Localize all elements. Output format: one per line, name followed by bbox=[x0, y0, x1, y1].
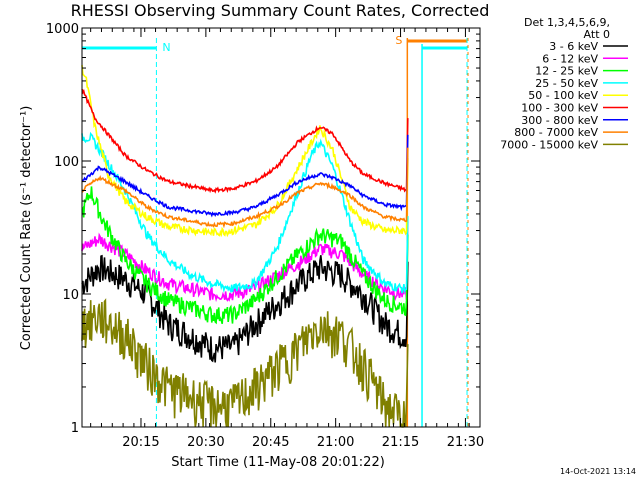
legend-label-5: 50 - 100 keV bbox=[528, 89, 598, 102]
plot-frame bbox=[81, 27, 481, 428]
saa-label: S bbox=[395, 34, 402, 47]
x-axis-label: Start Time (11-May-08 20:01:22) bbox=[171, 455, 385, 470]
x-tick-label: 20:30 bbox=[187, 435, 224, 450]
legend-label-9: 7000 - 15000 keV bbox=[500, 138, 598, 151]
legend-label-1: 3 - 6 keV bbox=[549, 40, 598, 53]
legend-label-6: 100 - 300 keV bbox=[521, 102, 598, 115]
y-tick-label: 1 bbox=[71, 421, 79, 436]
series-line-4 bbox=[81, 131, 409, 294]
series-line-7 bbox=[81, 134, 409, 218]
detectors-label: Det 1,3,4,5,6,9, bbox=[524, 16, 610, 29]
axes: 1 10 100 1000 20:15 20:30 20:45 21:00 21:15 21:30 bbox=[46, 22, 484, 450]
x-tick-label: 21:30 bbox=[447, 435, 484, 450]
y-tick-label: 1000 bbox=[46, 22, 79, 37]
x-tick-label: 20:45 bbox=[252, 435, 289, 450]
series-line-3 bbox=[81, 186, 409, 325]
y-tick-label: 10 bbox=[62, 288, 79, 303]
series-line-6 bbox=[81, 88, 409, 194]
night-label: N bbox=[162, 41, 170, 54]
y-tick-label: 100 bbox=[54, 155, 79, 170]
series-line-8 bbox=[81, 147, 409, 229]
series-line-9 bbox=[81, 298, 409, 428]
series-line-1 bbox=[81, 254, 409, 363]
legend-label-2: 6 - 12 keV bbox=[542, 52, 598, 65]
x-tick-label: 21:15 bbox=[382, 435, 419, 450]
x-tick-label: 21:00 bbox=[317, 435, 354, 450]
series-line-5 bbox=[81, 64, 409, 238]
timestamp: 14-Oct-2021 13:14 bbox=[560, 467, 636, 476]
legend-label-7: 300 - 800 keV bbox=[521, 114, 598, 127]
chart-title: RHESSI Observing Summary Count Rates, Co… bbox=[71, 1, 490, 20]
y-axis-label: Corrected Count Rate (s⁻¹ detector⁻¹) bbox=[19, 106, 34, 351]
legend-label-8: 800 - 7000 keV bbox=[514, 126, 598, 139]
legend-label-3: 12 - 25 keV bbox=[535, 65, 598, 78]
x-tick-label: 20:15 bbox=[122, 435, 159, 450]
plot-area: NS bbox=[81, 34, 469, 428]
legend-label-4: 25 - 50 keV bbox=[535, 77, 598, 90]
attenuator-label: Att 0 bbox=[584, 28, 610, 41]
